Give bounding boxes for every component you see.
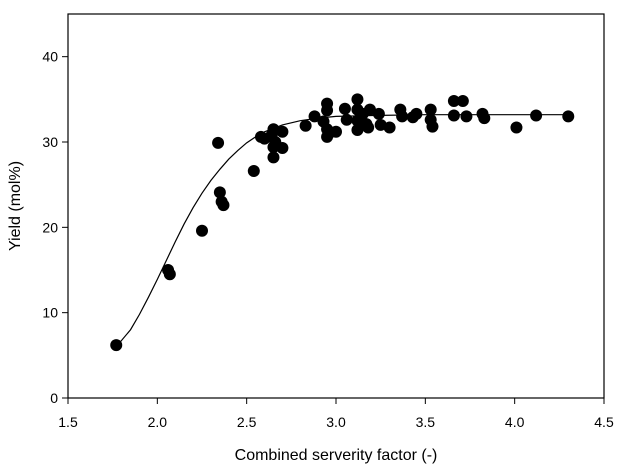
data-point <box>267 151 280 164</box>
data-point <box>363 103 376 116</box>
data-point <box>340 113 353 126</box>
data-point <box>212 136 225 149</box>
data-point <box>478 112 491 125</box>
x-tick-label: 2.5 <box>237 414 257 430</box>
data-point <box>276 141 289 154</box>
data-point <box>510 121 523 134</box>
fit-curve <box>115 114 569 348</box>
data-point <box>308 110 321 123</box>
data-point <box>447 109 460 122</box>
y-axis-ticks: 0 10 20 30 40 <box>42 49 68 406</box>
data-point <box>110 339 123 352</box>
x-tick-label: 4.5 <box>594 414 614 430</box>
x-tick-label: 3.0 <box>326 414 346 430</box>
data-point <box>351 124 364 137</box>
data-point <box>351 93 364 106</box>
y-tick-label: 40 <box>42 49 58 65</box>
data-point <box>530 109 543 122</box>
y-tick-label: 30 <box>42 134 58 150</box>
data-point <box>299 119 312 132</box>
data-point <box>426 120 439 133</box>
data-point <box>562 110 575 123</box>
data-point <box>456 95 469 108</box>
data-point <box>276 125 289 138</box>
data-point <box>321 104 334 117</box>
data-point <box>247 165 260 178</box>
data-point <box>330 125 342 138</box>
data-point <box>396 110 409 123</box>
x-axis-ticks: 1.5 2.0 2.5 3.0 3.5 4.0 4.5 <box>58 398 614 430</box>
y-tick-label: 10 <box>42 305 58 321</box>
data-point <box>447 95 460 108</box>
x-tick-label: 1.5 <box>58 414 78 430</box>
data-point <box>424 103 437 116</box>
data-point <box>410 107 423 120</box>
x-tick-label: 2.0 <box>148 414 168 430</box>
data-point <box>338 102 351 115</box>
data-point <box>362 121 375 134</box>
data-points-layer <box>110 93 575 352</box>
data-point <box>460 110 473 123</box>
data-point <box>163 268 176 281</box>
plot-area-frame <box>67 13 605 399</box>
data-point <box>372 107 385 120</box>
y-tick-label: 0 <box>50 390 58 406</box>
y-tick-label: 20 <box>42 219 58 235</box>
fit-curve-layer <box>115 114 569 348</box>
y-axis-label: Yield (mol%) <box>7 161 24 251</box>
x-tick-label: 3.5 <box>416 414 436 430</box>
data-point <box>196 224 208 237</box>
data-point <box>213 186 226 199</box>
x-axis-label: Combined serverity factor (-) <box>235 447 438 464</box>
data-point <box>383 121 396 134</box>
x-tick-label: 4.0 <box>505 414 525 430</box>
data-point <box>217 199 230 212</box>
